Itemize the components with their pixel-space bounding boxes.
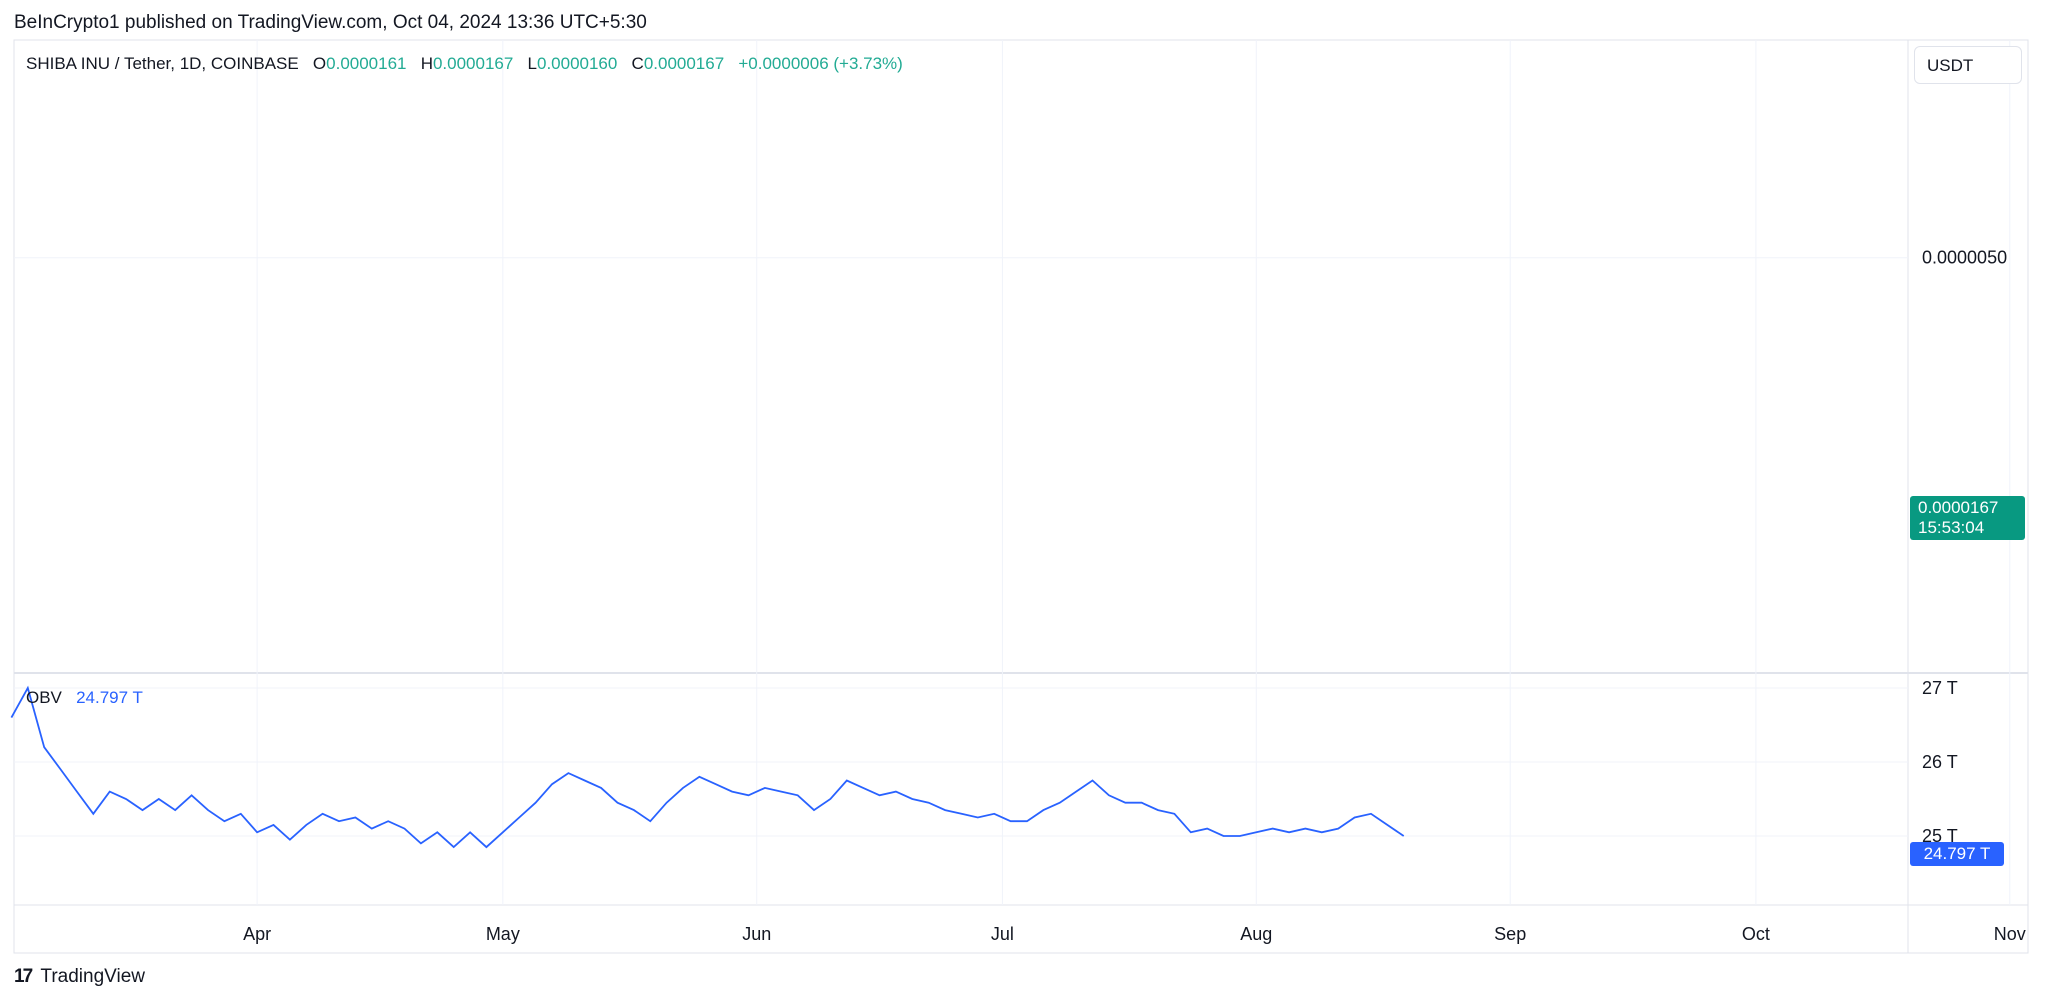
obv-value: 24.797 T — [76, 688, 143, 707]
obv-tick-label: 27 T — [1922, 678, 1958, 698]
tradingview-logo[interactable]: 17 TradingView — [14, 966, 145, 988]
low-value: 0.0000160 — [536, 54, 618, 73]
obv-axis[interactable]: 27 T 26 T 25 T — [1922, 678, 1958, 846]
high-label: H — [420, 54, 433, 73]
currency-button[interactable]: USDT — [1914, 46, 2022, 84]
x-tick-label: Sep — [1494, 924, 1526, 944]
tradingview-logo-icon: 17 — [14, 966, 33, 987]
price-axis-last-price-tag: 0.0000167 15:53:04 — [1910, 496, 2025, 540]
grid-lines — [14, 40, 2011, 905]
price-axis[interactable]: 0.00004500.00004000.00003500.00003000.00… — [1922, 0, 2007, 268]
close-value: 0.0000167 — [643, 54, 725, 73]
obv-title[interactable]: OBV — [26, 688, 62, 707]
x-tick-label: Nov — [1994, 924, 2026, 944]
symbol-legend: SHIBA INU / Tether, 1D, COINBASE O0.0000… — [26, 54, 903, 74]
published-caption: BeInCrypto1 published on TradingView.com… — [14, 12, 647, 33]
obv-tick-label: 25 T — [1922, 826, 1958, 846]
open-value: 0.0000161 — [326, 54, 407, 73]
obv-legend: OBV 24.797 T — [26, 688, 143, 708]
low-label: L — [527, 54, 537, 73]
obv-value-tag: 24.797 T — [1910, 842, 2004, 866]
obv-tick-label: 26 T — [1922, 752, 1958, 772]
x-tick-label: Jul — [991, 924, 1014, 944]
change-value: +0.0000006 (+3.73%) — [738, 54, 903, 73]
symbol-title[interactable]: SHIBA INU / Tether, 1D, COINBASE — [26, 54, 299, 73]
time-axis[interactable]: Apr May Jun Jul Aug Sep Oct Nov — [243, 924, 2026, 944]
open-label: O — [312, 54, 327, 73]
close-label: C — [631, 54, 644, 73]
candle-countdown: 15:53:04 — [1918, 518, 1985, 537]
x-tick-label: Oct — [1742, 924, 1770, 944]
tradingview-logo-text: TradingView — [40, 966, 145, 987]
y-tick-label: 0.0000050 — [1922, 248, 2007, 268]
x-tick-label: May — [486, 924, 520, 944]
main-pane-border — [13, 39, 2029, 954]
x-tick-label: Jun — [742, 924, 771, 944]
x-tick-label: Apr — [243, 924, 271, 944]
high-value: 0.0000167 — [432, 54, 514, 73]
obv-line — [10, 685, 1405, 849]
last-price-value: 0.0000167 — [1918, 498, 1999, 517]
x-tick-label: Aug — [1240, 924, 1272, 944]
